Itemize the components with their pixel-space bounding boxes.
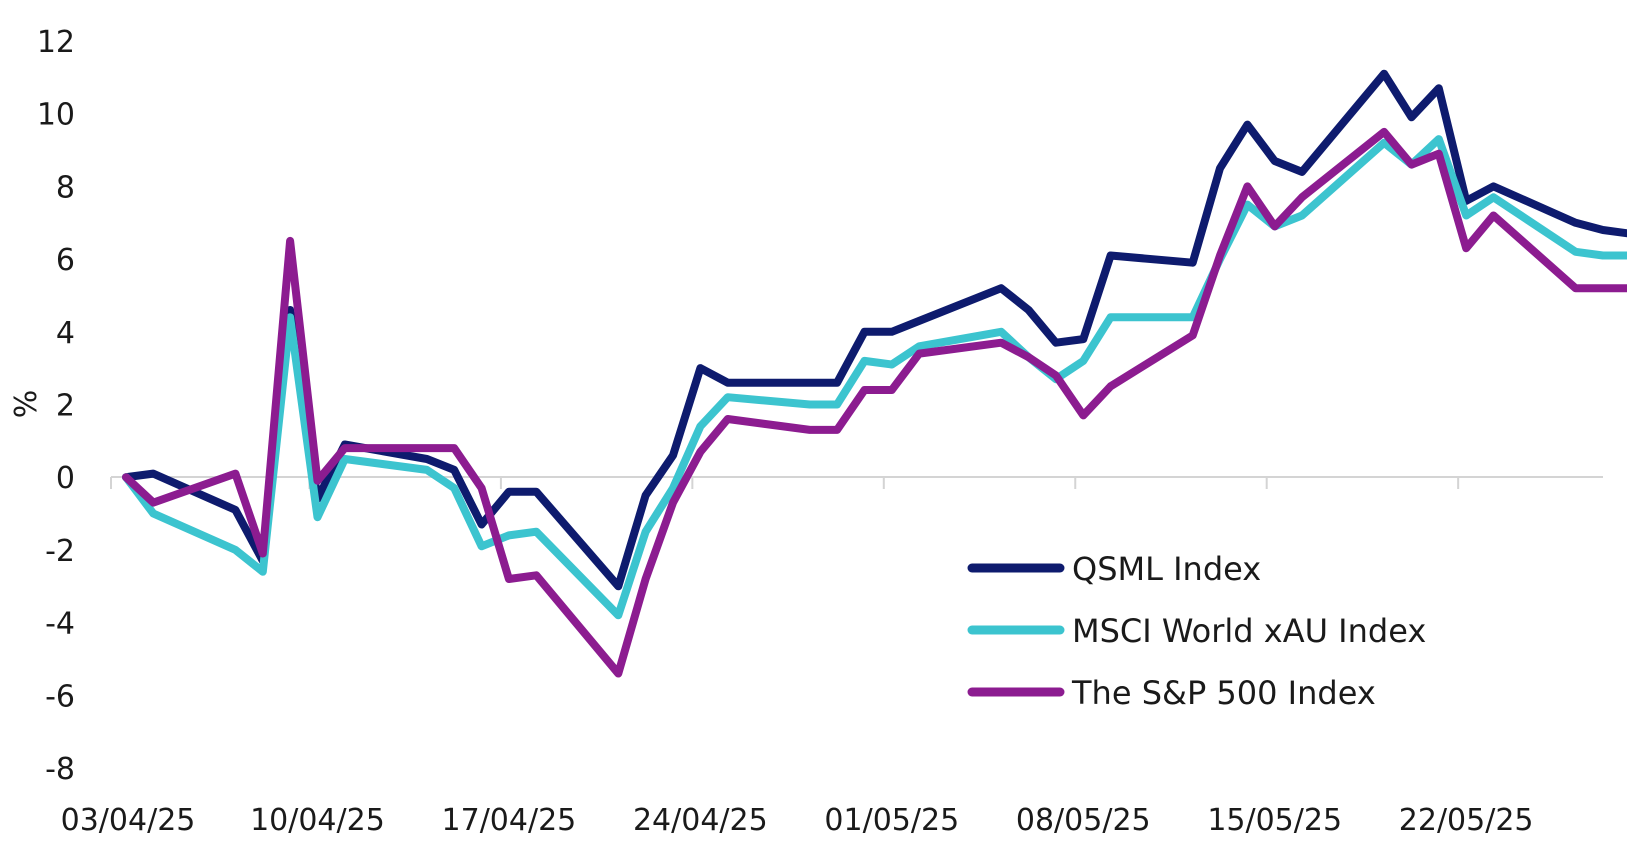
- x-tick-label: 01/05/25: [824, 803, 959, 838]
- y-tick-label: 0: [56, 461, 75, 496]
- x-tick-label: 15/05/25: [1207, 803, 1342, 838]
- x-tick-label: 17/04/25: [442, 803, 577, 838]
- y-tick-label: -4: [45, 607, 75, 642]
- y-tick-label: 8: [56, 170, 75, 205]
- x-tick-label: 03/04/25: [61, 803, 196, 838]
- y-axis: 12 10 8 6 4 2 0 -2 -4 -6 -8: [37, 25, 75, 787]
- legend-label: QSML Index: [1072, 550, 1261, 588]
- x-tick-label: 22/05/25: [1399, 803, 1534, 838]
- y-tick-label: 12: [37, 25, 75, 60]
- y-tick-label: -8: [45, 752, 75, 787]
- x-tick-label: 08/05/25: [1016, 803, 1151, 838]
- y-tick-label: 6: [56, 243, 75, 278]
- series-lines: [122, 69, 1627, 678]
- y-tick-label: 2: [56, 389, 75, 424]
- legend: QSML Index MSCI World xAU Index The S&P 50…: [967, 550, 1426, 712]
- x-tick-label: 10/04/25: [250, 803, 385, 838]
- series-line-2: [122, 135, 1627, 620]
- series-line-1: [122, 69, 1627, 591]
- x-tick-label: 24/04/25: [633, 803, 768, 838]
- x-axis: 03/04/25 10/04/25 17/04/25 24/04/25 01/05/25…: [61, 476, 1603, 838]
- y-tick-label: -6: [45, 679, 75, 714]
- y-tick-label: -2: [45, 534, 75, 569]
- legend-label: The S&P 500 Index: [1071, 674, 1376, 712]
- legend-label: MSCI World xAU Index: [1072, 612, 1426, 650]
- y-tick-label: 10: [37, 98, 75, 133]
- series-line-3: [122, 127, 1627, 678]
- y-axis-label: %: [9, 390, 44, 419]
- y-tick-label: 4: [56, 316, 75, 351]
